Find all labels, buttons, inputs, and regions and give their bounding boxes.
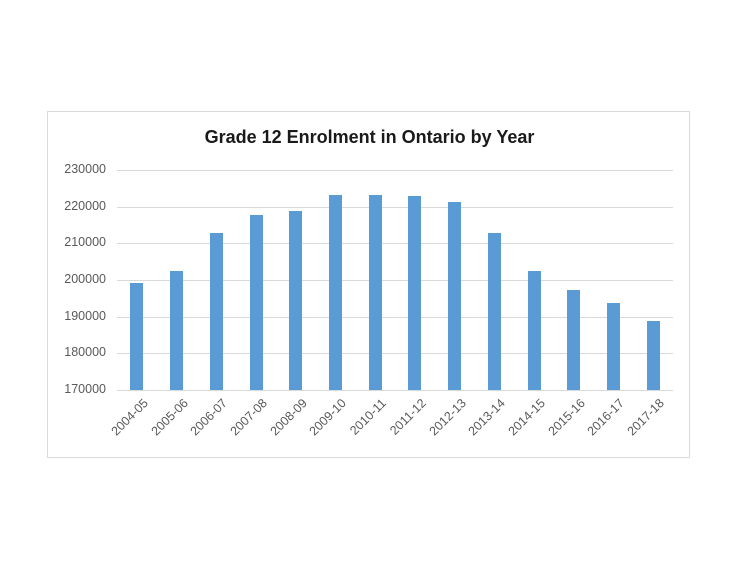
y-tick-label: 220000 xyxy=(64,198,106,213)
y-tick-label: 200000 xyxy=(64,272,106,286)
bar-2006-07 xyxy=(209,232,223,390)
gridline xyxy=(117,280,673,281)
bar-2017-18 xyxy=(646,321,660,390)
gridline xyxy=(117,170,673,171)
bar-2015-16 xyxy=(567,290,581,390)
y-tick-label: 210000 xyxy=(64,235,106,250)
bar-2016-17 xyxy=(606,303,620,390)
gridline xyxy=(117,206,673,208)
y-tick-label: 230000 xyxy=(64,162,106,176)
y-tick-label: 170000 xyxy=(64,382,106,396)
bar-2007-08 xyxy=(249,215,263,390)
bar-2009-10 xyxy=(328,194,342,390)
bar-2013-14 xyxy=(487,233,501,390)
plot-area xyxy=(117,170,673,391)
chart-frame xyxy=(47,111,690,458)
bar-2005-06 xyxy=(170,271,184,390)
y-tick-label: 190000 xyxy=(64,308,106,323)
gridline xyxy=(117,243,673,245)
gridline xyxy=(117,316,673,318)
bar-2008-09 xyxy=(289,211,303,390)
bar-2012-13 xyxy=(448,202,462,390)
gridline xyxy=(117,390,673,391)
bar-2004-05 xyxy=(130,283,144,390)
bar-2010-11 xyxy=(368,194,382,390)
y-tick-label: 180000 xyxy=(64,345,106,360)
bar-2011-12 xyxy=(408,195,422,390)
chart-title: Grade 12 Enrolment in Ontario by Year xyxy=(204,127,535,147)
gridline xyxy=(117,353,673,355)
bar-2014-15 xyxy=(527,270,541,390)
